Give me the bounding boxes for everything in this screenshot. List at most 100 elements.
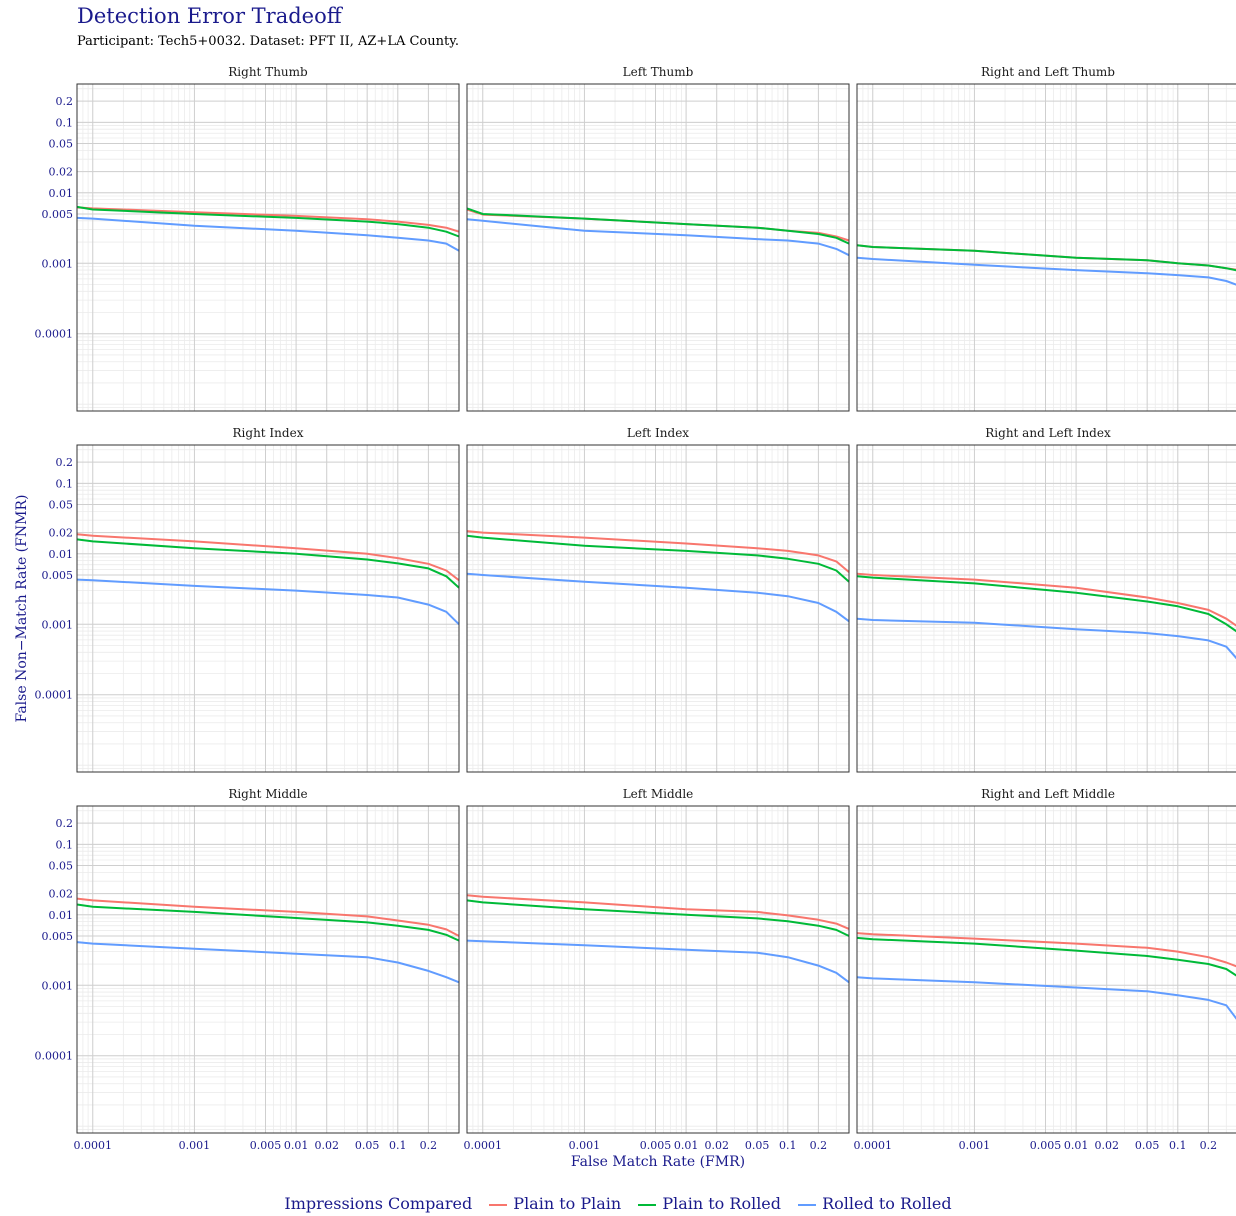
y-tick-label: 0.1: [56, 477, 74, 490]
x-tick-label: 0.01: [1064, 1139, 1089, 1152]
legend-label-plain-to-plain: Plain to Plain: [513, 1194, 622, 1213]
panel-border: [856, 444, 1236, 773]
series-line-rolled-to-rolled: [76, 216, 460, 252]
series-line-plain-to-plain: [856, 932, 1236, 968]
x-tick-label: 0.0001: [464, 1139, 503, 1152]
x-tick-label: 0.001: [179, 1139, 211, 1152]
y-tick-label: 0.2: [56, 456, 74, 469]
panel-border: [466, 805, 850, 1134]
x-tick-label: 0.005: [640, 1139, 672, 1152]
x-tick-label: 0.02: [1094, 1139, 1119, 1152]
x-tick-label: 0.2: [810, 1139, 828, 1152]
x-tick-label: 0.05: [745, 1139, 770, 1152]
series-line-rolled-to-rolled: [856, 256, 1236, 286]
y-tick-label: 0.2: [56, 95, 74, 108]
panel-title: Right and Left Thumb: [981, 65, 1115, 79]
series-line-rolled-to-rolled: [856, 976, 1236, 1020]
panel-title: Left Thumb: [623, 65, 694, 79]
y-tick-label: 0.1: [56, 838, 74, 851]
x-tick-label: 0.005: [1030, 1139, 1062, 1152]
series-line-plain-to-plain: [76, 897, 460, 937]
panel-title: Left Middle: [623, 787, 694, 801]
series-line-rolled-to-rolled: [76, 578, 460, 626]
y-tick-label: 0.01: [49, 187, 74, 200]
legend: Impressions Compared Plain to Plain Plai…: [0, 1194, 1236, 1213]
y-tick-label: 0.005: [42, 208, 74, 221]
legend-label-plain-to-rolled: Plain to Rolled: [662, 1194, 782, 1213]
x-tick-label: 0.05: [355, 1139, 380, 1152]
x-tick-label: 0.02: [314, 1139, 339, 1152]
series-line-plain-to-rolled: [856, 936, 1236, 977]
legend-label-rolled-to-rolled: Rolled to Rolled: [822, 1194, 952, 1213]
y-tick-label: 0.05: [49, 860, 74, 873]
panel-border: [76, 444, 460, 773]
legend-title: Impressions Compared: [284, 1194, 473, 1213]
y-tick-label: 0.01: [49, 548, 74, 561]
series-line-plain-to-plain: [76, 533, 460, 582]
panel-border: [76, 805, 460, 1134]
panel-title: Right and Left Index: [985, 426, 1111, 440]
series-line-plain-to-rolled: [856, 244, 1236, 272]
legend-swatch-plain-to-plain: [489, 1203, 508, 1206]
y-tick-label: 0.05: [49, 138, 74, 151]
y-tick-label: 0.2: [56, 817, 74, 830]
y-tick-label: 0.0001: [35, 328, 74, 341]
y-tick-label: 0.05: [49, 499, 74, 512]
x-tick-label: 0.005: [250, 1139, 282, 1152]
page-subtitle: Participant: Tech5+0032. Dataset: PFT II…: [77, 34, 459, 49]
x-tick-label: 0.001: [569, 1139, 601, 1152]
panel-title: Right Middle: [228, 787, 307, 801]
x-tick-label: 0.2: [1200, 1139, 1218, 1152]
x-tick-label: 0.02: [704, 1139, 729, 1152]
y-tick-label: 0.005: [42, 569, 74, 582]
series-line-plain-to-rolled: [466, 534, 850, 583]
x-tick-label: 0.0001: [74, 1139, 113, 1152]
x-tick-label: 0.01: [284, 1139, 309, 1152]
y-axis-title: False Non−Match Rate (FNMR): [14, 495, 30, 723]
y-tick-label: 0.01: [49, 909, 74, 922]
legend-swatch-plain-to-rolled: [638, 1203, 657, 1206]
legend-swatch-rolled-to-rolled: [798, 1203, 817, 1206]
x-tick-label: 0.05: [1135, 1139, 1160, 1152]
series-line-rolled-to-rolled: [466, 218, 850, 257]
series-line-rolled-to-rolled: [76, 941, 460, 984]
panel-border: [76, 83, 460, 412]
y-tick-label: 0.02: [49, 888, 74, 901]
panel-border: [466, 444, 850, 773]
y-tick-label: 0.001: [42, 979, 74, 992]
series-line-plain-to-plain: [856, 572, 1236, 627]
y-tick-label: 0.1: [56, 116, 74, 129]
x-tick-label: 0.1: [1169, 1139, 1187, 1152]
series-line-plain-to-rolled: [856, 575, 1236, 633]
series-line-plain-to-plain: [466, 530, 850, 573]
series-line-plain-to-rolled: [76, 903, 460, 942]
x-tick-label: 0.01: [674, 1139, 699, 1152]
y-tick-label: 0.0001: [35, 689, 74, 702]
x-tick-label: 0.001: [959, 1139, 991, 1152]
panel-title: Left Index: [627, 426, 689, 440]
panel-border: [856, 805, 1236, 1134]
y-tick-label: 0.005: [42, 930, 74, 943]
series-line-plain-to-rolled: [76, 538, 460, 589]
x-tick-label: 0.0001: [854, 1139, 893, 1152]
series-line-plain-to-plain: [466, 894, 850, 930]
series-line-rolled-to-rolled: [466, 572, 850, 623]
panel-title: Right Index: [233, 426, 304, 440]
series-line-rolled-to-rolled: [466, 939, 850, 984]
panel-border: [856, 83, 1236, 412]
y-tick-label: 0.02: [49, 527, 74, 540]
page-title: Detection Error Tradeoff: [77, 4, 342, 28]
y-tick-label: 0.02: [49, 166, 74, 179]
panel-title: Right and Left Middle: [981, 787, 1115, 801]
series-line-plain-to-rolled: [466, 207, 850, 245]
panel-border: [466, 83, 850, 412]
series-line-plain-to-rolled: [466, 899, 850, 937]
series-line-rolled-to-rolled: [856, 617, 1236, 660]
y-tick-label: 0.001: [42, 257, 74, 270]
x-tick-label: 0.1: [389, 1139, 407, 1152]
x-tick-label: 0.2: [420, 1139, 438, 1152]
series-line-plain-to-plain: [76, 206, 460, 233]
panel-title: Right Thumb: [228, 65, 308, 79]
series-line-plain-to-rolled: [76, 205, 460, 238]
